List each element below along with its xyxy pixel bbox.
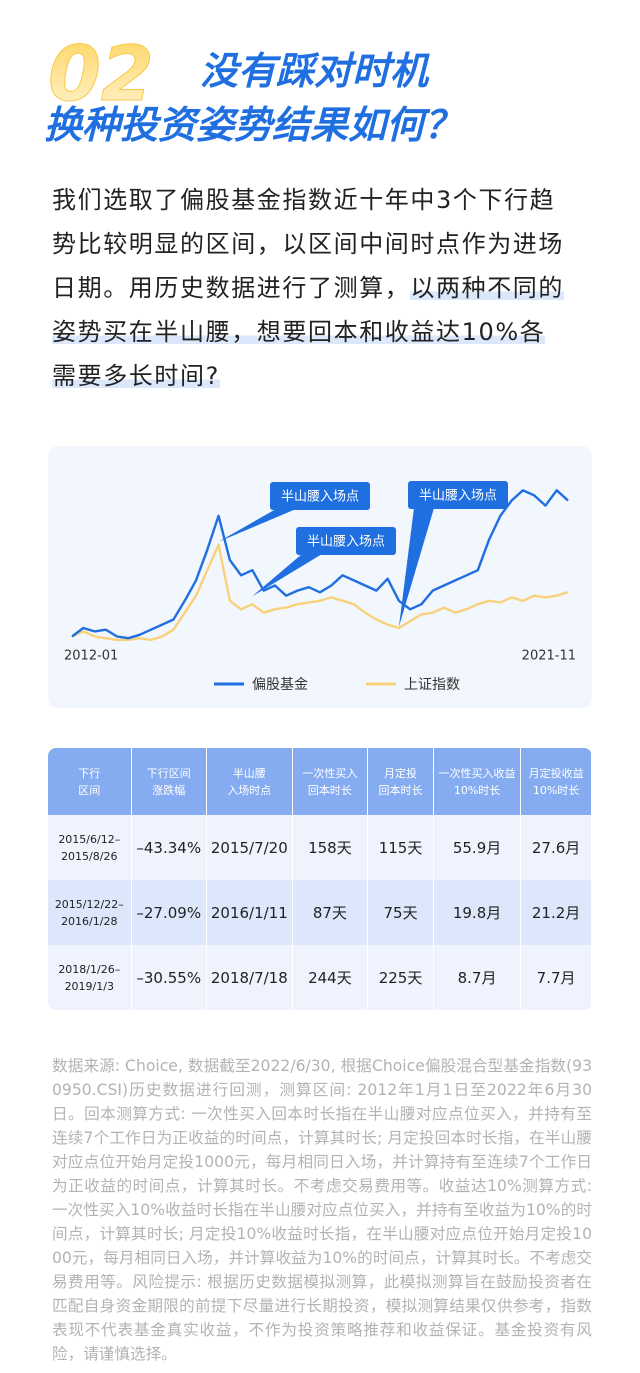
x-tick-label: 2012-01 — [64, 649, 118, 664]
text: 我们选取了偏股基金指数近十年中3个下行趋 — [52, 186, 556, 214]
table-cell: 2016/1/11 — [206, 880, 293, 945]
table-cell: –27.09% — [131, 880, 207, 945]
text: 势比较明显的区间，以区间中间时点作为进场 — [52, 230, 564, 258]
paragraph-line: 我们选取了偏股基金指数近十年中3个下行趋 — [52, 178, 612, 222]
x-tick-label: 2021-11 — [522, 649, 576, 664]
table-cell: 225天 — [367, 945, 434, 1010]
paragraph-line: 势比较明显的区间，以区间中间时点作为进场 — [52, 222, 612, 266]
footnote: 数据来源: Choice, 数据截至2022/6/30, 根据Choice偏股混… — [52, 1057, 592, 1363]
table-cell: 158天 — [292, 815, 369, 880]
table-cell: 75天 — [367, 880, 434, 945]
table-header-cell: 一次性买入 回本时长 — [292, 748, 369, 815]
table-cell: 2015/6/12– 2015/8/26 — [48, 815, 132, 880]
callout-pointer — [252, 554, 322, 597]
table-header-cell: 下行区间 涨跌幅 — [131, 748, 207, 815]
table-cell: 21.2月 — [520, 880, 592, 945]
table-cell: 87天 — [292, 880, 369, 945]
table-cell: 2018/1/26– 2019/1/3 — [48, 945, 132, 1010]
highlight-text: 姿势买在半山腰，想要回本和收益达10%各 — [52, 318, 546, 346]
table: 下行 区间 下行区间 涨跌幅 半山腰 入场时点 一次性买入 回本时长 月定投 回本时长一… — [48, 748, 592, 1010]
table-header-cell: 一次性买入收益 10%时长 — [433, 748, 522, 815]
legend-label: 偏股基金 — [252, 676, 308, 693]
table-cell: 19.8月 — [433, 880, 522, 945]
table-header-cell: 月定投 回本时长 — [367, 748, 434, 815]
table-row: 2015/6/12– 2015/8/26 –43.34% 2015/7/20 158天… — [48, 815, 592, 880]
header-title: 没有踩对时机 — [200, 49, 430, 93]
paragraph-line: 日期。用历史数据进行了测算，以两种不同的 — [52, 266, 612, 310]
table-cell: 115天 — [367, 815, 434, 880]
paragraph: 我们选取了偏股基金指数近十年中3个下行趋 势比较明显的区间，以区间中间时点作为进场… — [52, 178, 612, 398]
header: 02 没有踩对时机 换种投资姿势结果如何？ — [44, 29, 462, 148]
table-cell: 2018/7/18 — [206, 945, 293, 1010]
table-cell: 2015/7/20 — [206, 815, 293, 880]
table-header-row: 下行 区间 下行区间 涨跌幅 半山腰 入场时点 一次性买入 回本时长 月定投 回本时长一… — [48, 748, 592, 815]
highlight-text: 需要多长时间? — [52, 362, 220, 390]
legend-label: 上证指数 — [404, 677, 460, 693]
table-cell: 2015/12/22– 2016/1/28 — [48, 880, 132, 945]
table-cell: 8.7月 — [433, 945, 522, 1010]
callout-box — [408, 481, 508, 509]
table-cell: 7.7月 — [520, 945, 592, 1010]
callout-pointer — [218, 509, 296, 542]
table-row: 2018/1/26– 2019/1/3 –30.55% 2018/7/18 244天 2… — [48, 945, 592, 1010]
highlight-text: 以两种不同的 — [410, 274, 565, 302]
header-title: 换种投资姿势结果如何？ — [44, 103, 462, 147]
callout-pointer — [398, 508, 434, 627]
table-cell: –43.34% — [131, 815, 207, 880]
header-number: 02 — [48, 29, 154, 118]
table-header-cell: 下行 区间 — [48, 748, 132, 815]
callout-text: 半山腰入场点 — [281, 490, 359, 505]
line-series — [71, 489, 569, 640]
callout-text: 半山腰入场点 — [307, 535, 385, 550]
text: 日期。用历史数据进行了测算， — [52, 274, 411, 302]
table-cell: –30.55% — [131, 945, 207, 1010]
table-header-cell: 月定投收益 10%时长 — [520, 748, 592, 815]
table-cell: 55.9月 — [433, 815, 522, 880]
callout-text: 半山腰入场点 — [419, 489, 497, 504]
table-header-cell: 半山腰 入场时点 — [206, 748, 293, 815]
line-series — [71, 543, 569, 642]
chart-card: 2012-01 2021-11 半山腰入场点 半山腰入场点 半山腰入场点 偏股基金 上证指数 — [48, 446, 592, 708]
table-cell: 244天 — [292, 945, 369, 1010]
paragraph-line: 姿势买在半山腰，想要回本和收益达10%各 — [52, 310, 612, 354]
paragraph-line: 需要多长时间? — [52, 354, 612, 398]
table-cell: 27.6月 — [520, 815, 592, 880]
table-row: 2015/12/22– 2016/1/28 –27.09% 2016/1/11 87天… — [48, 880, 592, 945]
callout-box — [270, 482, 370, 510]
callout-box — [296, 527, 396, 555]
